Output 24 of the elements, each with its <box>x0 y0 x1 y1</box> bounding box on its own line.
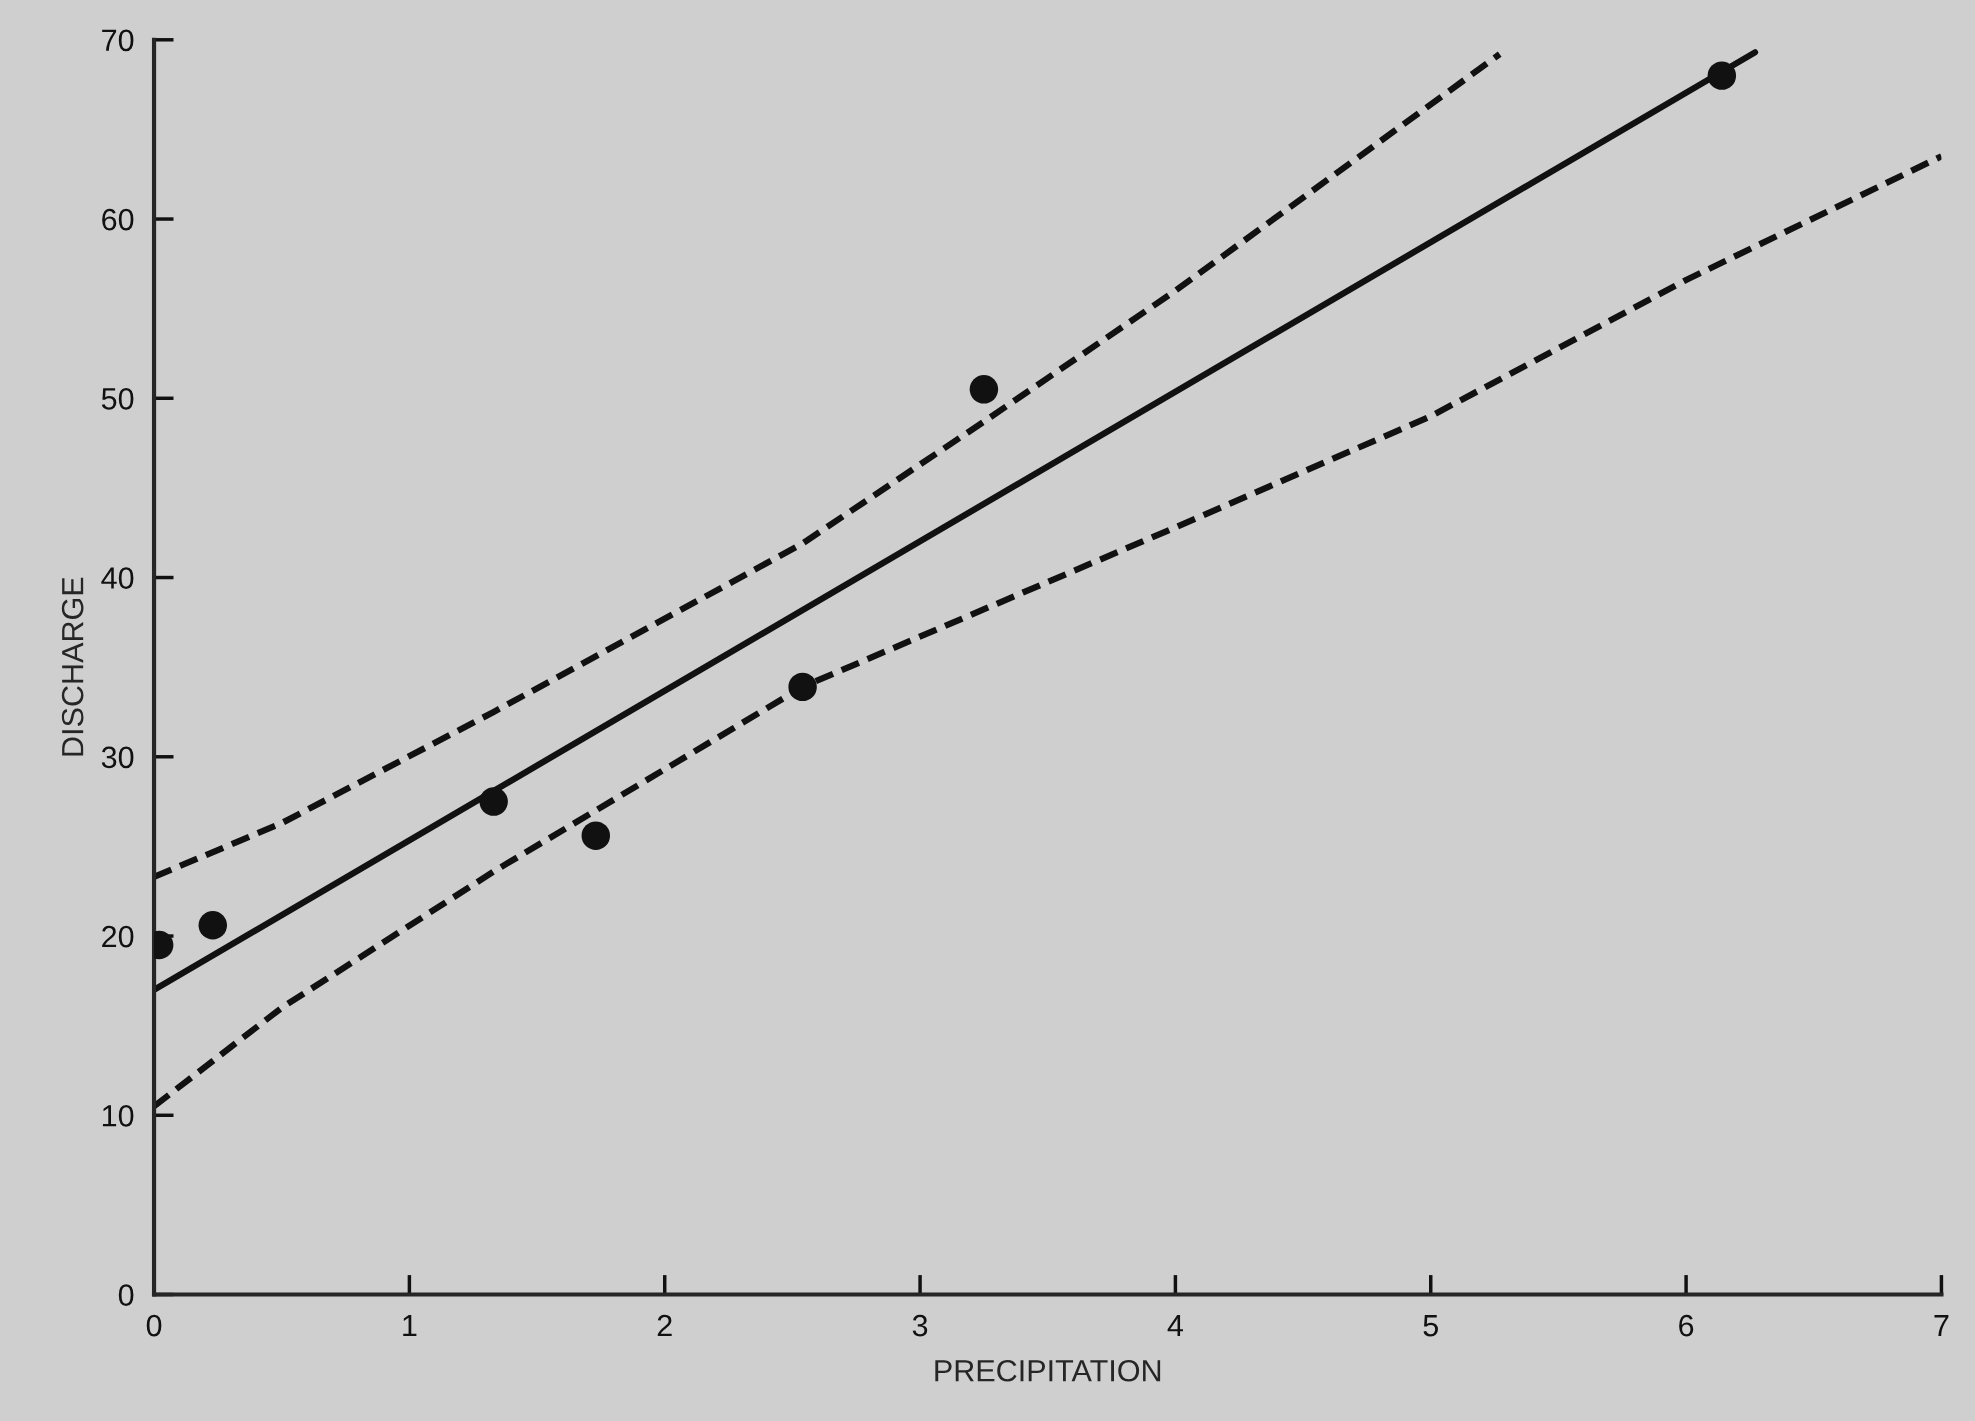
point <box>1707 61 1737 90</box>
y-tick-label: 40 <box>101 567 134 589</box>
x-tick-label: 2 <box>657 1314 672 1337</box>
x-axis-title: PRECIPITATION <box>935 1359 1161 1382</box>
x-tick-label: 4 <box>1167 1315 1184 1337</box>
point <box>788 672 817 702</box>
y-tick-label: 20 <box>102 925 134 948</box>
y-tick-label: 10 <box>102 1105 134 1127</box>
x-tick-label: 7 <box>1934 1315 1949 1337</box>
y-tick-label: 30 <box>101 746 134 769</box>
x-tick-label: 3 <box>912 1314 928 1337</box>
x-tick-label: 5 <box>1423 1315 1438 1337</box>
y-tick-label: 50 <box>101 388 134 410</box>
y-tick-label: 0 <box>118 1284 134 1306</box>
x-tick-label: 0 <box>146 1314 162 1337</box>
x-tick-label: 1 <box>403 1315 417 1337</box>
x-tick-label: 6 <box>1679 1314 1694 1337</box>
point <box>479 787 508 816</box>
y-tick-label: 60 <box>102 208 134 231</box>
point <box>198 911 228 940</box>
point <box>581 821 611 850</box>
y-axis-title: DISCHARGE <box>61 577 84 756</box>
point <box>969 375 999 404</box>
y-tick-label: 70 <box>102 29 134 52</box>
